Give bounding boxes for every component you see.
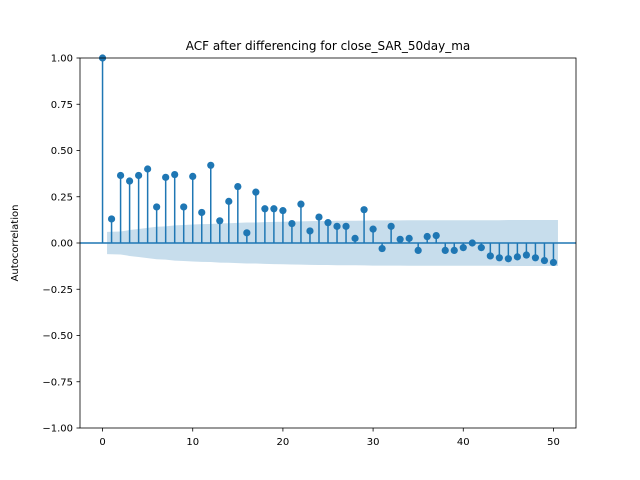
y-axis-label: Autocorrelation <box>10 205 21 282</box>
acf-point-lag-16 <box>243 229 251 237</box>
acf-point-lag-49 <box>540 256 549 265</box>
x-tick-label: 50 <box>547 437 560 448</box>
acf-point-lag-1 <box>107 215 116 223</box>
acf-point-lag-8 <box>171 170 179 179</box>
y-tick-label: −1.00 <box>42 424 73 435</box>
acf-point-lag-18 <box>261 205 269 213</box>
chart-title: ACF after differencing for close_SAR_50d… <box>186 39 471 53</box>
y-tick-label: −0.75 <box>42 377 73 388</box>
acf-point-lag-33 <box>396 235 404 243</box>
acf-point-lag-48 <box>531 254 540 262</box>
acf-point-lag-5 <box>144 165 152 173</box>
acf-point-lag-24 <box>315 213 323 221</box>
acf-point-lag-23 <box>306 227 314 235</box>
acf-point-lag-19 <box>270 205 278 213</box>
acf-point-lag-39 <box>450 246 458 254</box>
acf-point-lag-2 <box>116 171 125 180</box>
acf-point-lag-20 <box>279 207 287 215</box>
x-tick-label: 30 <box>367 437 380 448</box>
acf-point-lag-40 <box>459 244 467 252</box>
y-tick-label: −0.50 <box>42 331 73 342</box>
acf-point-lag-17 <box>252 188 260 196</box>
x-tick-label: 20 <box>277 437 290 448</box>
acf-point-lag-38 <box>441 246 449 254</box>
marker-layer <box>98 54 558 267</box>
acf-point-lag-14 <box>225 197 233 205</box>
acf-point-lag-11 <box>198 208 206 217</box>
acf-point-lag-7 <box>162 173 170 181</box>
x-tick-label: 10 <box>186 437 199 448</box>
acf-point-lag-21 <box>288 219 296 228</box>
acf-point-lag-36 <box>423 232 431 241</box>
acf-point-lag-26 <box>333 222 341 230</box>
acf-point-lag-25 <box>324 219 332 227</box>
acf-point-lag-15 <box>234 182 242 191</box>
x-tick-label: 40 <box>457 437 470 448</box>
acf-point-lag-44 <box>495 254 503 262</box>
acf-point-lag-47 <box>522 251 531 259</box>
y-tick-label: 0.75 <box>51 100 73 111</box>
y-tick-label: 0.25 <box>51 192 73 203</box>
acf-point-lag-50 <box>549 258 558 267</box>
acf-point-lag-13 <box>216 217 224 225</box>
stem-layer <box>101 58 555 263</box>
acf-point-lag-46 <box>513 253 521 261</box>
acf-point-lag-35 <box>414 246 422 254</box>
acf-point-lag-37 <box>432 232 440 240</box>
acf-point-lag-9 <box>180 203 188 211</box>
acf-point-lag-6 <box>153 203 161 211</box>
acf-point-lag-32 <box>387 222 395 230</box>
acf-point-lag-34 <box>405 234 413 242</box>
acf-point-lag-29 <box>360 206 368 214</box>
acf-point-lag-42 <box>477 244 485 252</box>
y-tick-label: 0.00 <box>51 239 73 250</box>
acf-point-lag-43 <box>486 252 494 260</box>
y-tick-label: 0.50 <box>51 146 73 157</box>
acf-point-lag-30 <box>369 225 377 233</box>
acf-point-lag-3 <box>126 177 134 185</box>
y-tick-label: −0.25 <box>42 285 73 296</box>
acf-point-lag-28 <box>351 234 359 242</box>
acf-point-lag-10 <box>189 172 197 180</box>
x-tick-label: 0 <box>99 437 105 448</box>
acf-point-lag-41 <box>468 239 476 247</box>
acf-point-lag-4 <box>135 171 143 180</box>
acf-point-lag-12 <box>207 161 215 169</box>
acf-point-lag-27 <box>342 222 350 230</box>
acf-point-lag-22 <box>297 200 305 208</box>
acf-point-lag-31 <box>378 244 386 253</box>
y-tick-label: 1.00 <box>51 54 73 65</box>
y-axis-ticks: −1.00 −0.75 −0.50 −0.25 0.00 0.25 0.50 0.75 1.00 <box>42 54 80 435</box>
x-axis-ticks: 0 10 20 30 40 50 <box>99 428 560 448</box>
acf-point-lag-45 <box>504 255 512 263</box>
